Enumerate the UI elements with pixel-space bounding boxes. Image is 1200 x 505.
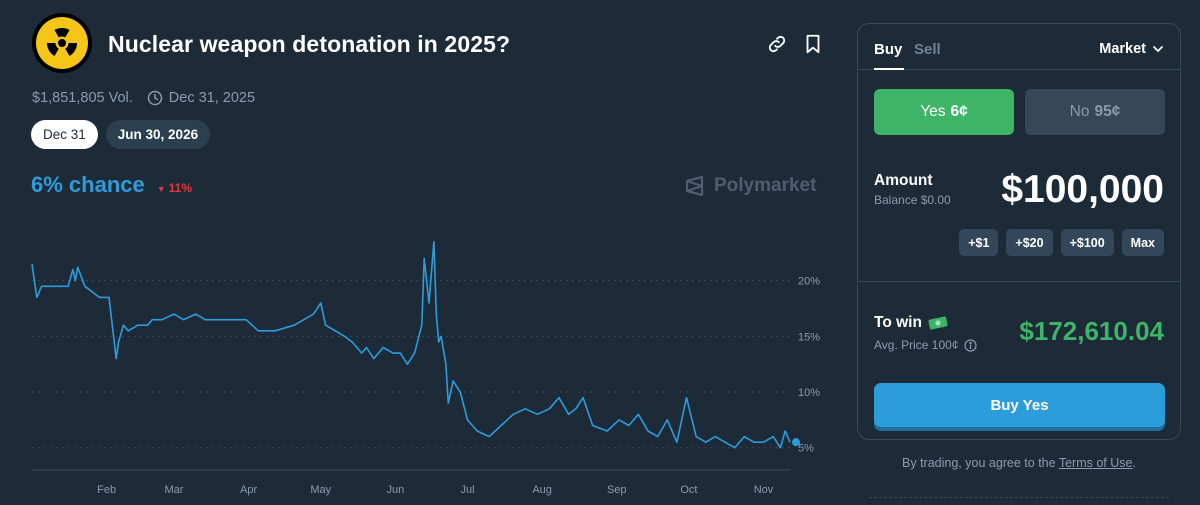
link-icon[interactable] (766, 33, 788, 55)
quick-add-20-button[interactable]: +$20 (1006, 229, 1053, 256)
terms-text: By trading, you agree to the Terms of Us… (857, 456, 1181, 470)
balance-text: Balance $0.00 (874, 193, 951, 207)
trade-panel: Buy Sell Market Yes 6¢ No 95¢ Amount Bal… (857, 23, 1181, 440)
x-tick-label: Oct (680, 484, 697, 496)
outcome-yes-button[interactable]: Yes 6¢ (874, 89, 1014, 135)
quick-max-button[interactable]: Max (1121, 229, 1164, 256)
market-header: Nuclear weapon detonation in 2025? (32, 13, 832, 73)
terms-of-use-link[interactable]: Terms of Use (1058, 456, 1133, 470)
terms-prefix: By trading, you agree to the (902, 456, 1056, 470)
outcome-no-price: 95¢ (1094, 103, 1121, 120)
down-triangle-icon: ▼ (156, 184, 166, 194)
date-tab-dec-31[interactable]: Dec 31 (31, 120, 98, 149)
bottom-divider (869, 497, 1169, 498)
y-tick-label: 15% (798, 331, 820, 343)
chart-series-line (31, 240, 791, 449)
y-tick-label: 10% (798, 387, 820, 399)
date-tab-jun-30-2026[interactable]: Jun 30, 2026 (105, 120, 211, 149)
quick-add-100-button[interactable]: +$100 (1060, 229, 1114, 256)
market-title: Nuclear weapon detonation in 2025? (108, 31, 511, 57)
to-win-value: $172,610.04 (1019, 316, 1164, 346)
outcome-yes-price: 6¢ (950, 103, 968, 120)
radiation-icon (32, 13, 92, 73)
panel-divider (858, 281, 1180, 282)
x-tick-label: Feb (97, 484, 116, 496)
x-tick-label: Aug (532, 484, 552, 496)
x-tick-label: May (310, 484, 331, 496)
polymarket-watermark: Polymarket (684, 175, 816, 197)
buy-yes-button[interactable]: Buy Yes (874, 383, 1165, 427)
quick-amounts: +$1 +$20 +$100 Max (959, 229, 1164, 256)
polymarket-logo-icon (685, 175, 704, 197)
price-chart[interactable]: 20% 15% 10% 5% Feb Mar Apr May Jun Jul Aug Sep Oct N… (0, 225, 840, 505)
trade-tabs: Buy Sell Market (858, 24, 1180, 70)
chance-display: 6% chance ▼ 11% (31, 172, 192, 198)
outcome-no-label: No (1069, 103, 1090, 120)
market-section: Nuclear weapon detonation in 2025? $1,85… (0, 13, 840, 505)
bookmark-icon[interactable] (802, 33, 824, 55)
tab-buy[interactable]: Buy (874, 41, 903, 58)
chevron-down-icon (1153, 46, 1163, 53)
chance-change: ▼ 11% (157, 181, 192, 195)
date-tabs: Dec 31 Jun 30, 2026 (31, 120, 211, 149)
x-tick-label: Nov (754, 484, 774, 496)
volume-text: $1,851,805 Vol. (32, 90, 133, 106)
outcome-yes-label: Yes (920, 103, 946, 120)
x-tick-label: Jun (386, 484, 404, 496)
info-icon[interactable] (963, 338, 977, 352)
chance-value: 6% chance (31, 172, 145, 197)
market-meta: $1,851,805 Vol. Dec 31, 2025 (32, 89, 255, 107)
terms-suffix: . (1132, 456, 1136, 470)
watermark-text: Polymarket (714, 175, 817, 196)
amount-input[interactable]: $100,000 (1001, 168, 1164, 211)
x-tick-label: Jul (461, 484, 475, 496)
clock-icon (147, 90, 163, 106)
tab-active-indicator (874, 68, 904, 70)
order-type-dropdown[interactable]: Market (1099, 41, 1164, 57)
quick-add-1-button[interactable]: +$1 (959, 229, 999, 256)
end-date-text: Dec 31, 2025 (168, 90, 256, 106)
avg-price: Avg. Price 100¢ (874, 338, 977, 352)
x-tick-label: Apr (240, 484, 257, 496)
chance-change-value: 11% (168, 181, 193, 195)
to-win-label-text: To win (874, 314, 922, 331)
to-win-label: To win (874, 314, 948, 332)
tab-sell[interactable]: Sell (914, 41, 941, 58)
x-tick-label: Mar (164, 484, 183, 496)
avg-price-text: Avg. Price 100¢ (874, 338, 959, 352)
money-icon (928, 316, 948, 330)
chart-current-point (792, 438, 800, 447)
outcome-no-button[interactable]: No 95¢ (1025, 89, 1165, 135)
y-tick-label: 20% (798, 276, 820, 288)
amount-label: Amount (874, 172, 933, 189)
order-type-label: Market (1099, 41, 1146, 57)
x-tick-label: Sep (607, 484, 627, 496)
y-tick-label: 5% (798, 443, 814, 455)
